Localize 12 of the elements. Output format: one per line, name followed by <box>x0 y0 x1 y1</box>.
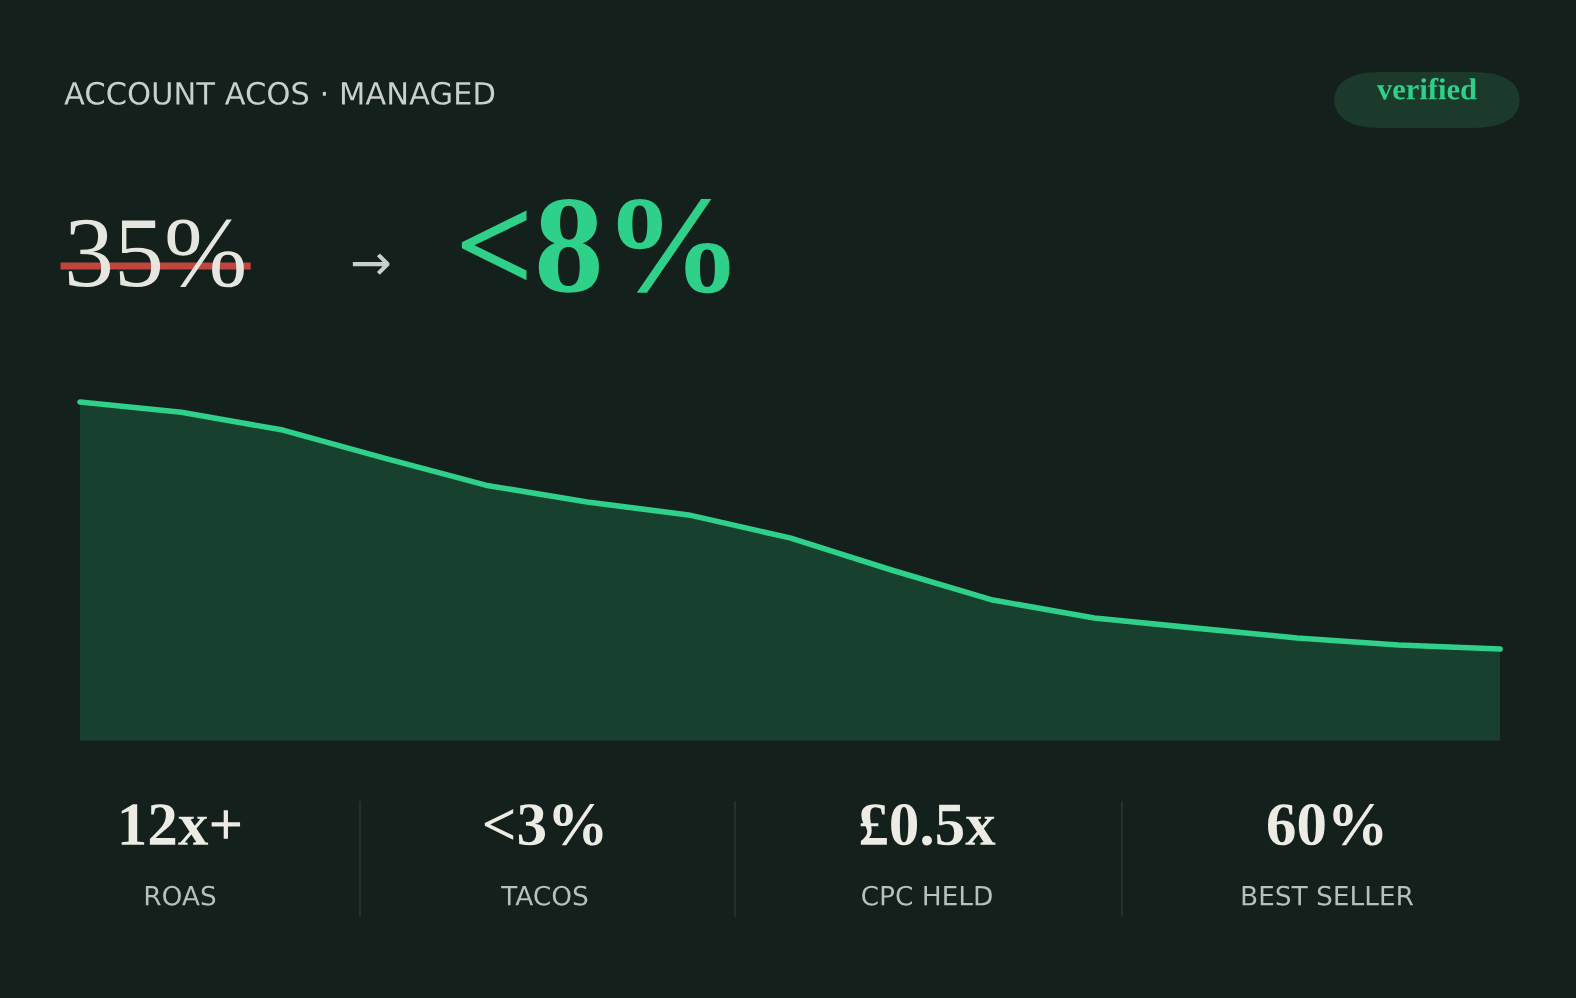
chart-title: ACCOUNT ACOS · MANAGED <box>64 81 495 105</box>
text: BEST SELLER <box>1242 885 1414 906</box>
text: <3% <box>484 804 603 846</box>
text: CPC HELD <box>862 885 992 906</box>
text: TACOS <box>501 885 588 906</box>
text: <8% <box>461 199 730 294</box>
text: → <box>352 253 390 275</box>
text: 60% <box>1267 804 1383 846</box>
text: ROAS <box>145 885 216 906</box>
text: 12x+ <box>121 804 241 845</box>
text: verified <box>1376 77 1477 100</box>
text: £0.5x <box>860 804 996 846</box>
